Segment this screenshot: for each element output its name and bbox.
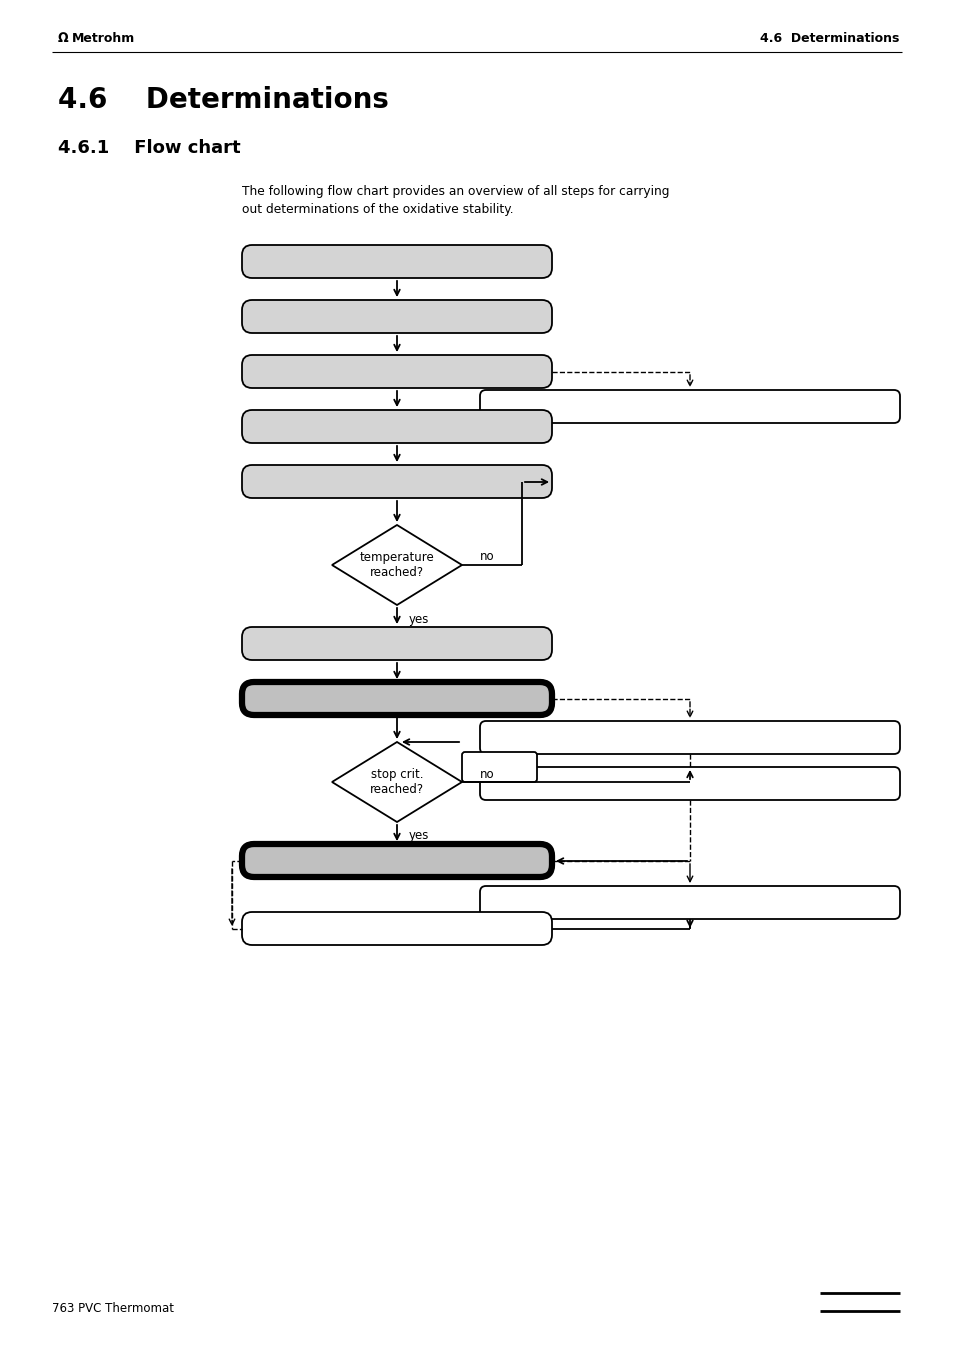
FancyBboxPatch shape	[461, 753, 537, 782]
FancyBboxPatch shape	[479, 767, 899, 800]
FancyBboxPatch shape	[479, 721, 899, 754]
FancyBboxPatch shape	[242, 409, 552, 443]
Text: yes: yes	[409, 830, 429, 843]
FancyBboxPatch shape	[242, 627, 552, 661]
FancyBboxPatch shape	[242, 682, 552, 715]
Text: The following flow chart provides an overview of all steps for carrying: The following flow chart provides an ove…	[242, 185, 669, 199]
Polygon shape	[332, 742, 461, 821]
Text: no: no	[479, 767, 494, 781]
FancyBboxPatch shape	[479, 390, 899, 423]
FancyBboxPatch shape	[242, 465, 552, 499]
Text: out determinations of the oxidative stability.: out determinations of the oxidative stab…	[242, 203, 513, 216]
FancyBboxPatch shape	[242, 844, 552, 877]
Text: 4.6  Determinations: 4.6 Determinations	[759, 31, 898, 45]
FancyBboxPatch shape	[479, 886, 899, 919]
Text: 4.6.1    Flow chart: 4.6.1 Flow chart	[58, 139, 240, 157]
Text: 4.6    Determinations: 4.6 Determinations	[58, 86, 389, 113]
Text: Metrohm: Metrohm	[71, 31, 135, 45]
Text: yes: yes	[409, 612, 429, 626]
Text: Ω: Ω	[58, 31, 69, 45]
FancyBboxPatch shape	[242, 300, 552, 332]
FancyBboxPatch shape	[242, 245, 552, 278]
Text: stop crit.
reached?: stop crit. reached?	[370, 767, 424, 796]
Polygon shape	[332, 526, 461, 605]
Text: temperature
reached?: temperature reached?	[359, 551, 434, 580]
Text: no: no	[479, 550, 494, 563]
Text: 763 PVC Thermomat: 763 PVC Thermomat	[52, 1302, 173, 1316]
FancyBboxPatch shape	[242, 355, 552, 388]
FancyBboxPatch shape	[242, 912, 552, 944]
